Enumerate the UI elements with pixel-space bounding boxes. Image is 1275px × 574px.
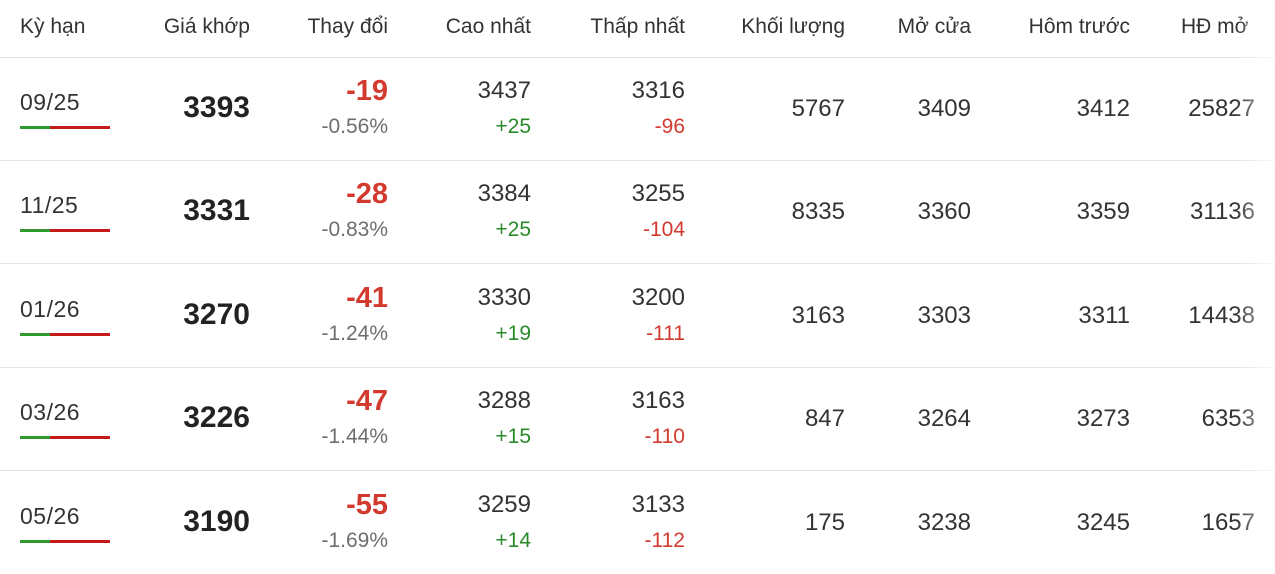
volume-value: 5767 [791,95,845,122]
term-range-bar [20,540,110,543]
high-diff: +19 [495,322,531,345]
term-label: 03/26 [20,399,81,425]
prev-value: 3311 [1078,302,1130,329]
header-volume[interactable]: Khối lượng [741,15,845,38]
open-value: 3303 [917,302,971,329]
change-value: -41 [346,282,388,314]
change-value: -47 [346,385,388,417]
matched-price: 3226 [183,401,250,434]
volume-value: 175 [804,509,845,536]
header-open-interest[interactable]: HĐ mở [1181,15,1249,38]
high-diff: +25 [495,115,531,138]
change-percent: -0.83% [321,218,388,241]
high-value: 3384 [477,180,531,207]
low-diff: -110 [644,425,685,448]
open-value: 3264 [917,405,971,432]
prev-value: 3412 [1076,95,1130,122]
change-percent: -0.56% [321,115,388,138]
table-row[interactable]: 11/25 3331 -28 -0.83% 3384 +25 3255 -104 8335 336… [0,160,1275,264]
prev-value: 3359 [1076,198,1130,225]
open-interest-value: 1657 [1201,509,1255,536]
open-interest-value: 31136 [1190,198,1255,225]
change-value: -55 [346,489,388,521]
matched-price: 3190 [183,505,250,538]
term-range-bar-green [20,126,50,129]
table-row[interactable]: 01/26 3270 -41 -1.24% 3330 +19 3200 -111 3163 330… [0,264,1275,368]
low-diff: -112 [644,529,685,552]
change-value: -28 [346,178,388,210]
high-diff: +25 [495,218,531,241]
table-row[interactable]: 03/26 3226 -47 -1.44% 3288 +15 3163 -110 847 3264… [0,367,1275,471]
open-interest-value: 25827 [1188,95,1255,122]
change-value: -19 [346,75,388,107]
term-range-bar [20,229,110,232]
low-diff: -104 [642,218,685,241]
table-header: Kỳ hạn Giá khớp Thay đổi Cao nhất Thấp n… [0,0,1275,58]
high-diff: +15 [495,425,531,448]
term-label: 11/25 [20,192,79,218]
table-row[interactable]: 09/25 3393 -19 -0.56% 3437 +25 3316 -96 5767 3409… [0,57,1275,161]
term-range-bar-green [20,540,50,543]
prev-value: 3273 [1076,405,1130,432]
volume-value: 8335 [791,198,845,225]
term-label: 01/26 [20,296,81,322]
header-price[interactable]: Giá khớp [163,15,250,38]
header-open[interactable]: Mở cửa [897,15,971,38]
open-value: 3360 [917,198,971,225]
change-percent: -1.44% [321,425,388,448]
high-value: 3437 [477,77,531,104]
matched-price: 3331 [183,194,250,227]
header-change[interactable]: Thay đổi [307,15,388,38]
low-value: 3133 [631,491,685,518]
open-interest-value: 14438 [1188,302,1255,329]
low-value: 3316 [631,77,685,104]
open-value: 3409 [917,95,971,122]
high-value: 3330 [477,284,531,311]
high-value: 3288 [477,387,531,414]
high-diff: +14 [495,529,531,552]
term-label: 09/25 [20,89,81,115]
matched-price: 3393 [183,91,250,124]
header-prev[interactable]: Hôm trước [1028,15,1130,38]
term-range-bar-green [20,333,50,336]
header-term[interactable]: Kỳ hạn [20,15,86,38]
header-high[interactable]: Cao nhất [445,15,531,38]
high-value: 3259 [477,491,531,518]
header-low[interactable]: Thấp nhất [590,15,685,38]
prev-value: 3245 [1076,509,1130,536]
low-diff: -96 [654,115,685,138]
term-range-bar [20,333,110,336]
volume-value: 3163 [791,302,845,329]
open-value: 3238 [917,509,971,536]
low-value: 3163 [631,387,685,414]
matched-price: 3270 [183,298,250,331]
term-range-bar-green [20,436,50,439]
term-range-bar [20,126,110,129]
volume-value: 847 [804,405,845,432]
low-value: 3200 [631,284,685,311]
low-diff: -111 [646,322,685,345]
open-interest-value: 6353 [1201,405,1255,432]
term-label: 05/26 [20,503,81,529]
change-percent: -1.24% [321,322,388,345]
term-range-bar-green [20,229,50,232]
table-row[interactable]: 05/26 3190 -55 -1.69% 3259 +14 3133 -112 175 3238… [0,471,1275,574]
term-range-bar [20,436,110,439]
change-percent: -1.69% [321,529,388,552]
low-value: 3255 [631,180,685,207]
